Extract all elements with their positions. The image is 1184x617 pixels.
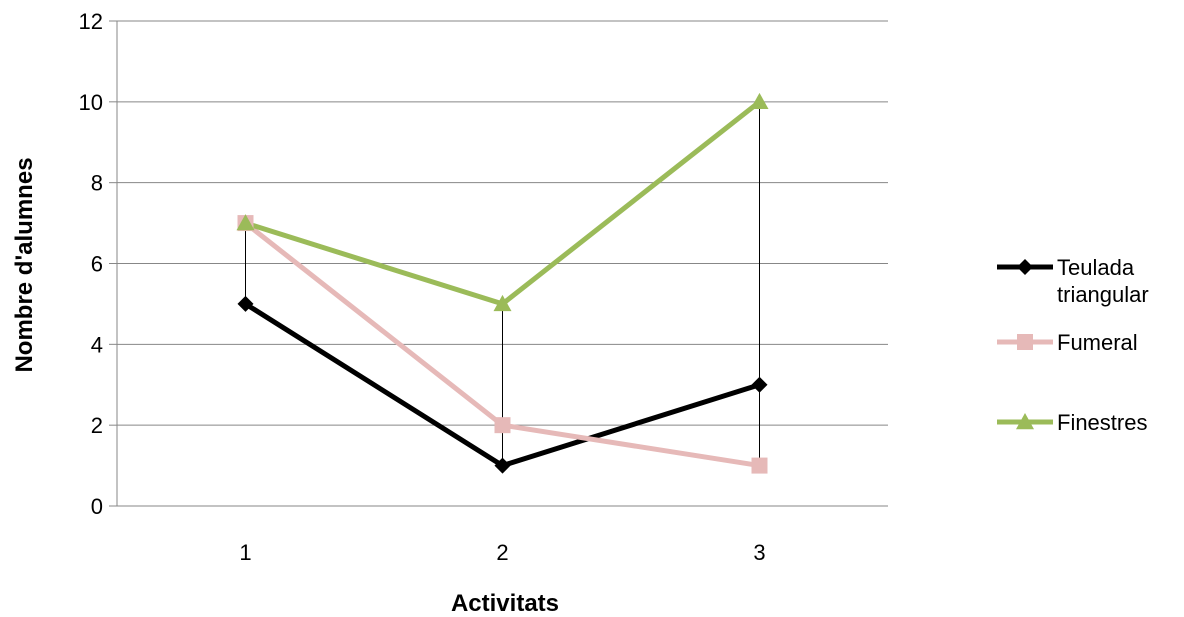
axes: [109, 20, 888, 507]
y-tick-label: 6: [91, 252, 103, 277]
y-tick-label: 12: [79, 9, 103, 34]
x-axis-title: Activitats: [451, 590, 559, 617]
y-tick-label: 8: [91, 171, 103, 196]
data-point-finestres: [236, 214, 255, 231]
x-tick-label: 1: [239, 540, 251, 565]
data-point-fumeral: [751, 457, 768, 474]
data-point-finestres: [750, 92, 769, 110]
y-tick-label: 4: [91, 332, 103, 357]
legend-marker-finestres: [1016, 413, 1034, 430]
data-point-teulada-triangular: [494, 457, 511, 474]
legend-label-teulada-triangular: triangular: [1057, 282, 1149, 307]
x-tick-labels: 1 2 3: [239, 540, 765, 565]
legend-label-finestres: Finestres: [1057, 410, 1147, 435]
y-axis-title: Nombre d'alumnes: [11, 157, 38, 372]
y-tick-label: 0: [91, 494, 103, 519]
series-markers: [236, 92, 769, 474]
y-tick-label: 2: [91, 413, 103, 438]
legend-label-teulada-triangular: Teulada: [1057, 255, 1135, 280]
legend-marker-teulada-triangular: [1017, 259, 1033, 275]
data-point-finestres: [493, 294, 512, 312]
data-point-fumeral: [494, 417, 511, 434]
x-tick-label: 3: [753, 540, 765, 565]
x-tick-label: 2: [496, 540, 508, 565]
high-low-lines: [245, 101, 760, 466]
legend-marker-fumeral: [1017, 334, 1033, 350]
series-line-finestres: [244, 99, 762, 307]
data-point-teulada-triangular: [751, 376, 768, 393]
data-point-teulada-triangular: [237, 295, 254, 312]
y-tick-label: 10: [79, 90, 103, 115]
y-tick-labels: 0 2 4 6 8 10 12: [79, 9, 103, 519]
legend-label-fumeral: Fumeral: [1057, 330, 1138, 355]
